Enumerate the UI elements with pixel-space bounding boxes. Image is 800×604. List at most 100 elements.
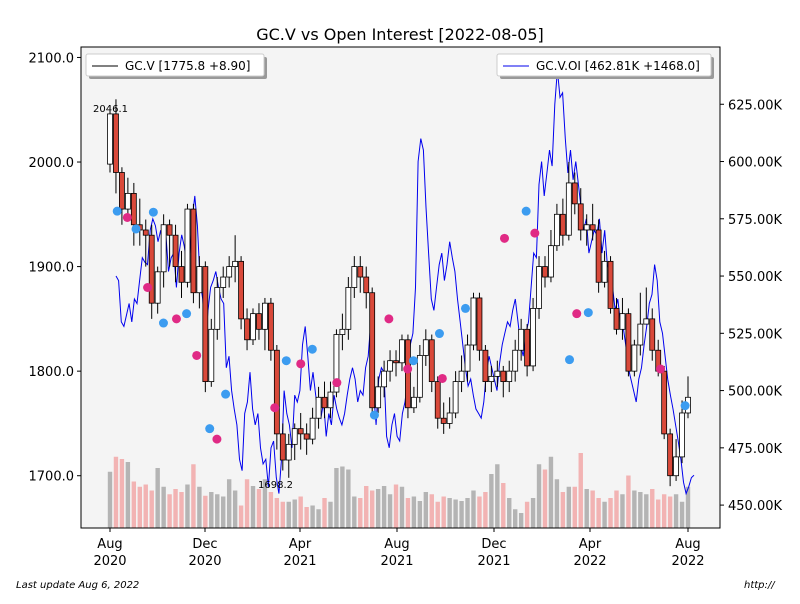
volume-bar — [536, 464, 542, 528]
legend-oi-label: GC.V.OI [462.81K +1468.0] — [536, 59, 700, 73]
candle-body — [410, 396, 417, 409]
volume-bar — [608, 498, 613, 528]
signal-sell — [296, 359, 306, 369]
volume-bars — [107, 453, 691, 528]
volume-bar — [524, 501, 530, 528]
signal-sell — [171, 314, 181, 324]
y-right-tick-label: 550.00K — [728, 270, 782, 285]
x-tick-year: 2020 — [188, 554, 221, 569]
candle-body — [589, 224, 596, 231]
signal-sell — [656, 364, 666, 374]
signal-buy — [281, 356, 291, 366]
candle-body — [446, 412, 453, 424]
volume-bar — [375, 489, 381, 528]
legend-oi-box — [496, 53, 712, 77]
signal-buy — [434, 329, 444, 339]
candle-body — [321, 396, 328, 409]
signal-buy — [521, 206, 531, 216]
volume-bar — [286, 501, 291, 528]
candle-body — [631, 344, 638, 372]
candle-body — [542, 266, 548, 278]
candle-body — [172, 234, 179, 267]
volume-bar — [262, 479, 268, 528]
candle-body — [565, 182, 572, 236]
candle-body — [571, 182, 578, 205]
candle-body — [315, 396, 322, 419]
signal-buy — [460, 303, 470, 313]
candle-body — [357, 266, 364, 278]
candle-body — [428, 339, 435, 383]
plot-frame — [80, 46, 721, 529]
candle-body — [184, 208, 191, 283]
candle-body — [601, 260, 608, 283]
legend-price-box — [85, 53, 265, 77]
y-right-tick-label: 525.00K — [728, 327, 782, 342]
volume-bar — [644, 494, 649, 528]
candle-body — [232, 260, 239, 267]
volume-bar — [417, 501, 423, 528]
annotation-low: 1698.2 — [258, 480, 293, 491]
volume-bar — [167, 494, 172, 528]
candle-body — [607, 260, 614, 309]
candle-body — [333, 334, 340, 393]
legend-price-label: GC.V [1775.8 +8.90] — [125, 59, 250, 73]
candle-body — [166, 224, 173, 236]
volume-bar — [667, 496, 673, 528]
volume-bar — [161, 486, 166, 528]
signal-buy — [205, 424, 215, 434]
volume-bar — [268, 492, 274, 528]
volume-bar — [209, 492, 214, 528]
candle-body — [226, 266, 233, 278]
volume-bar — [191, 464, 196, 528]
volume-bar — [280, 501, 286, 528]
x-tick-year: 2021 — [477, 554, 510, 569]
candle-body — [583, 224, 590, 231]
volume-bar — [221, 496, 226, 528]
candle-body — [464, 344, 471, 372]
volume-bar — [638, 492, 643, 528]
candle-body — [434, 381, 441, 419]
signal-buy — [565, 355, 575, 365]
candle-body — [119, 172, 125, 210]
signal-sell — [384, 314, 394, 324]
volume-bar — [554, 479, 560, 528]
volume-bar — [441, 496, 446, 528]
volume-bar — [477, 496, 482, 528]
candle-body — [548, 245, 554, 278]
y-right-tick-label: 475.00K — [728, 442, 782, 457]
candle-body — [577, 203, 584, 231]
volume-bar — [471, 490, 476, 528]
volume-bar — [447, 498, 452, 528]
candle-body — [405, 339, 411, 409]
candle-body — [327, 391, 334, 409]
candle-body — [196, 266, 203, 294]
volume-bar — [215, 494, 220, 528]
volume-bar — [244, 479, 250, 528]
candle-body — [595, 229, 602, 283]
x-tick-month: Aug — [97, 537, 122, 552]
volume-bar — [673, 494, 679, 528]
candle-body — [637, 323, 644, 346]
candle-body — [476, 297, 483, 351]
volume-bar — [453, 499, 458, 528]
candle-body — [452, 381, 459, 414]
y-right-tick-label: 450.00K — [728, 499, 782, 514]
x-tick-year: 2020 — [93, 554, 126, 569]
candle-body — [554, 213, 560, 247]
candle-body — [154, 271, 161, 304]
volume-bar — [358, 498, 363, 528]
candle-body — [494, 370, 501, 377]
volume-bar — [518, 513, 524, 528]
signal-sell — [332, 378, 342, 388]
signal-buy — [221, 389, 231, 399]
y-left-tick-label: 1900.0 — [29, 261, 75, 276]
volume-bar — [650, 489, 655, 528]
candle-body — [113, 113, 119, 173]
volume-bar — [596, 498, 601, 528]
candle-body — [178, 266, 185, 283]
volume-bar — [566, 486, 572, 528]
x-tick-month: Apr — [579, 537, 602, 552]
signal-buy — [583, 308, 593, 318]
candle-body — [124, 192, 131, 210]
